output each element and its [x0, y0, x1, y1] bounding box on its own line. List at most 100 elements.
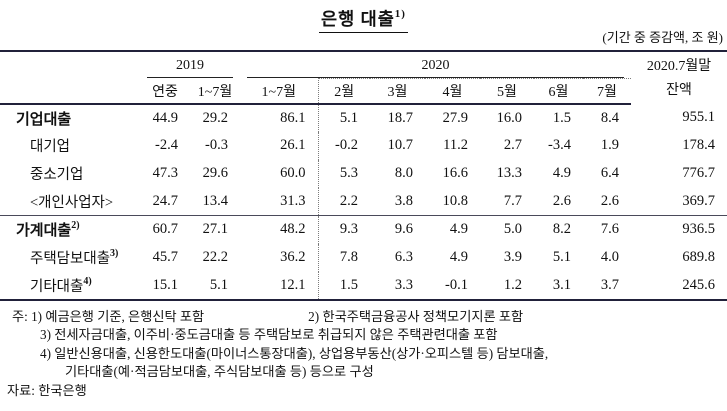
footnote-text: 기타대출(예·적금담보대출, 주식담보대출 등) 등으로 구성 [65, 364, 374, 379]
bank-loan-table: 2019 2020 2020.7월말 잔액 연중 1~7월 1~7월 2월 3월 4월 5월… [0, 50, 727, 301]
value-cell: 12.1 [280, 276, 306, 293]
value-cell: 60.7 [140, 215, 190, 244]
row-label: 주택담보대출3) [30, 248, 119, 267]
value-cell: 4.9 [552, 165, 571, 181]
page-title-text: 은행 대출 [321, 9, 395, 29]
period-header: 7월 [583, 78, 631, 105]
row-footnote-marker: 4) [83, 275, 92, 287]
value-cell: 45.7 [152, 249, 178, 265]
row-footnote-marker: 3) [110, 248, 119, 260]
table-row: <개인사업자> 24.7 13.4 31.3 2.2 3.8 10.8 7.7 2.6 2.6 36… [0, 187, 727, 216]
value-cell: 936.5 [631, 215, 727, 244]
value-cell: 26.1 [280, 137, 306, 153]
row-label: 기타대출4) [30, 275, 92, 295]
footnote-line: 3) 전세자금대출, 이주비·중도금대출 등 주택담보로 취급되지 않은 주택관… [0, 326, 727, 345]
balance-header-line1: 2020.7월말 [646, 58, 712, 74]
period-header: 5월 [480, 78, 534, 105]
value-cell: 4.0 [600, 249, 619, 265]
period-header: 6월 [534, 78, 583, 105]
footnotes-block: 주: 1) 예금은행 기준, 은행신탁 포함 2) 한국주택금융공사 정책모기지론… [0, 301, 727, 401]
label-column-subheader [0, 78, 140, 105]
value-cell: 4.9 [425, 215, 480, 244]
group-2020-label: 2020 [247, 52, 624, 78]
footnote-text: 4) 일반신용대출, 신용한도대출(마이너스통장대출), 상업용부동산(상가·오… [40, 345, 549, 361]
value-cell: -3.4 [548, 137, 571, 153]
row-footnote-marker: 2) [71, 220, 80, 232]
unit-note: (기간 중 증감액, 조 원) [602, 30, 723, 45]
value-cell: 47.3 [152, 165, 178, 181]
table-header: 2019 2020 2020.7월말 잔액 연중 1~7월 1~7월 2월 3월 4월 5월… [0, 51, 727, 105]
footnote-text: 자료: 한국은행 [7, 382, 87, 398]
value-cell: 7.7 [503, 192, 522, 209]
value-cell: 10.7 [387, 137, 413, 153]
value-cell: 1.9 [600, 137, 619, 153]
value-cell: 8.2 [534, 215, 583, 244]
value-cell: 5.0 [480, 215, 534, 244]
table-row: 기업대출 44.9 29.2 86.1 5.1 18.7 27.9 16.0 1.5 8.4 955… [0, 103, 727, 132]
footnote-line: 기타대출(예·적금담보대출, 주식담보대출 등) 등으로 구성 [0, 363, 727, 382]
value-cell: 27.9 [442, 109, 468, 126]
value-cell: 2.2 [317, 187, 370, 216]
value-cell: 16.6 [442, 165, 468, 181]
period-header: 1~7월 [240, 78, 318, 105]
value-cell: 10.8 [442, 192, 468, 209]
value-cell: 13.3 [496, 165, 522, 181]
table-row: 대기업 -2.4 -0.3 26.1 -0.2 10.7 11.2 2.7 -3.4 1.9 178… [0, 131, 727, 160]
value-cell: 3.1 [552, 276, 571, 293]
label-column-header [0, 51, 140, 79]
value-cell: 16.0 [496, 109, 522, 126]
value-cell: 7.8 [317, 243, 370, 272]
value-cell: 1.2 [503, 276, 522, 293]
value-cell: 13.4 [202, 192, 228, 209]
value-cell: 3.9 [503, 249, 522, 265]
period-header: 연중 [140, 78, 190, 105]
row-label: 가계대출2) [0, 215, 140, 244]
group-2020-header: 2020 [240, 51, 631, 79]
value-cell: 31.3 [280, 192, 306, 209]
value-cell: 4.9 [449, 249, 468, 265]
table-row: 주택담보대출3) 45.7 22.2 36.2 7.8 6.3 4.9 3.9 5.1 4.0 68… [0, 243, 727, 272]
value-cell: 8.0 [394, 165, 413, 181]
table-row: 중소기업 47.3 29.6 60.0 5.3 8.0 16.6 13.3 4.9 6.4 776.… [0, 159, 727, 188]
value-cell: 36.2 [280, 249, 306, 265]
value-cell: 3.8 [394, 192, 413, 209]
value-cell: -0.3 [205, 137, 228, 153]
value-cell: 955.1 [682, 109, 715, 125]
value-cell: 86.1 [280, 109, 306, 126]
value-cell: -0.2 [317, 131, 370, 160]
page-title: 은행 대출1) [319, 6, 408, 33]
value-cell: 689.8 [682, 249, 715, 265]
value-cell: 3.7 [600, 276, 619, 293]
value-cell: 8.4 [600, 109, 619, 126]
footnote-text: 3) 전세자금대출, 이주비·중도금대출 등 주택담보로 취급되지 않은 주택관… [40, 327, 498, 342]
value-cell: 5.3 [317, 159, 370, 188]
footnote-text: 주: 1) 예금은행 기준, 은행신탁 포함 [12, 308, 205, 324]
footnote-line: 4) 일반신용대출, 신용한도대출(마이너스통장대출), 상업용부동산(상가·오… [0, 345, 727, 364]
value-cell: 9.3 [317, 215, 370, 244]
value-cell: 15.1 [152, 276, 178, 293]
value-cell: 2.6 [552, 192, 571, 209]
period-header: 4월 [425, 78, 480, 105]
value-cell: -2.4 [155, 137, 178, 153]
value-cell: 48.2 [240, 215, 318, 244]
row-label: 대기업 [30, 139, 71, 155]
group-2019-header: 2019 [140, 51, 240, 79]
row-label: <개인사업자> [30, 194, 114, 211]
table-row: 가계대출2) 60.7 27.1 48.2 9.3 9.6 4.9 5.0 8.2 7.6 936.… [0, 215, 727, 244]
balance-header-line2: 잔액 [666, 82, 692, 98]
value-cell: 2.6 [600, 192, 619, 209]
value-cell: -0.1 [445, 276, 468, 293]
value-cell: 60.0 [280, 165, 306, 181]
group-2019-label: 2019 [147, 52, 233, 79]
row-label: 중소기업 [30, 167, 84, 183]
value-cell: 11.2 [443, 137, 468, 153]
value-cell: 44.9 [152, 109, 178, 126]
value-cell: 1.5 [552, 109, 571, 126]
value-cell: 29.6 [202, 165, 228, 181]
header-period-row: 연중 1~7월 1~7월 2월 3월 4월 5월 6월 7월 [0, 78, 727, 105]
value-cell: 22.2 [202, 249, 228, 265]
value-cell: 178.4 [682, 137, 715, 153]
value-cell: 245.6 [682, 276, 715, 293]
value-cell: 27.1 [190, 215, 240, 244]
period-header: 3월 [370, 78, 425, 105]
